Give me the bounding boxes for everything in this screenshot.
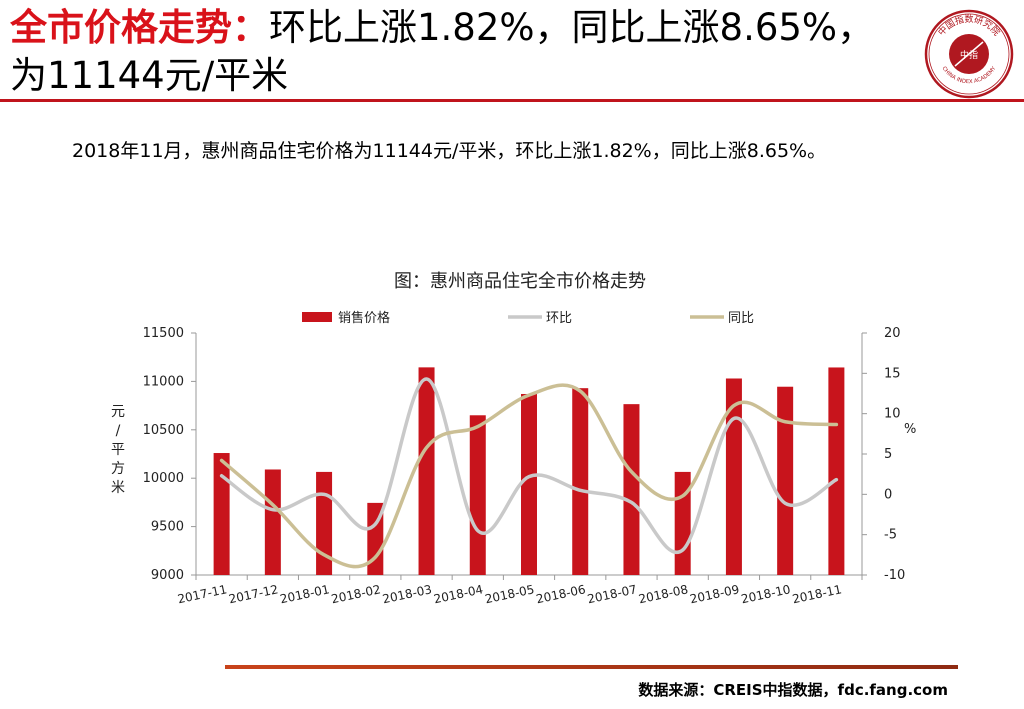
legend-swatch-bar xyxy=(302,312,332,322)
x-tick-label: 2017-12 xyxy=(228,582,280,606)
bar-price xyxy=(572,388,589,575)
x-tick-label: 2018-04 xyxy=(432,582,484,606)
x-tick-label: 2018-01 xyxy=(279,582,331,606)
left-tick-label: 9500 xyxy=(151,520,184,535)
headline-highlight: 全市价格走势： xyxy=(10,6,269,49)
bar-price xyxy=(777,386,794,575)
price-trend-chart: 图：惠州商品住宅全市价格走势 销售价格 环比 同比 9000 9500 10000 1… xyxy=(111,271,916,606)
footer-divider xyxy=(225,665,958,669)
right-tick-label: 20 xyxy=(884,326,901,341)
china-index-academy-seal-icon: 中国指数研究院 中指 CHINA INDEX ACADEMY xyxy=(924,9,1014,99)
left-tick-label: 10500 xyxy=(143,423,184,438)
data-source: 数据来源：CREIS中指数据，fdc.fang.com xyxy=(638,681,948,699)
bar-price xyxy=(674,471,691,575)
bar-price xyxy=(316,471,333,575)
bar-price xyxy=(521,393,537,575)
right-tick-label: 0 xyxy=(884,487,892,502)
right-tick-label: 5 xyxy=(884,447,892,462)
x-tick-label: 2018-11 xyxy=(791,582,843,606)
right-tick-label: 10 xyxy=(884,407,901,422)
x-tick-label: 2018-02 xyxy=(330,582,382,606)
headline: 全市价格走势：环比上涨1.82%，同比上涨8.65%，为11144元/平米 xyxy=(10,4,890,100)
bar-price xyxy=(264,469,281,575)
left-tick-label: 10000 xyxy=(143,471,184,486)
left-tick-label: 11500 xyxy=(143,326,184,341)
chart-legend: 销售价格 环比 同比 xyxy=(302,310,754,326)
line-mom xyxy=(219,377,839,555)
right-tick-label: -10 xyxy=(884,568,905,583)
bar-price xyxy=(623,404,640,575)
header-divider xyxy=(0,99,1024,102)
legend-label-yoy: 同比 xyxy=(728,311,754,326)
y-left-axis-label: 元/平方米 xyxy=(111,404,125,496)
bar-price xyxy=(725,378,742,575)
left-tick-label: 9000 xyxy=(151,568,184,583)
headline-rest: 环比上涨1.82%，同比上涨8.65%，为11144元/平米 xyxy=(10,6,875,97)
x-tick-label: 2018-07 xyxy=(586,582,638,606)
bar-price xyxy=(828,367,845,575)
x-tick-label: 2018-05 xyxy=(484,582,536,606)
summary-text: 2018年11月，惠州商品住宅价格为11144元/平米，环比上涨1.82%，同比… xyxy=(72,140,827,162)
left-tick-label: 11000 xyxy=(143,374,184,389)
legend-label-mom: 环比 xyxy=(546,311,572,326)
x-tick-label: 2018-09 xyxy=(689,582,741,606)
legend-label-price: 销售价格 xyxy=(338,310,390,326)
x-tick-label: 2017-11 xyxy=(176,582,228,606)
x-tick-label: 2018-10 xyxy=(740,582,792,606)
right-tick-label: 15 xyxy=(884,366,901,381)
x-tick-label: 2018-03 xyxy=(381,582,433,606)
y-right-axis-label: % xyxy=(904,422,916,437)
x-tick-label: 2018-06 xyxy=(535,582,587,606)
x-tick-label: 2018-08 xyxy=(637,582,689,606)
logo-text-center: 中指 xyxy=(960,49,978,61)
bar-price xyxy=(213,453,230,575)
chart-title: 图：惠州商品住宅全市价格走势 xyxy=(394,271,646,292)
line-yoy xyxy=(219,383,839,569)
right-tick-label: -5 xyxy=(884,528,897,543)
bar-price xyxy=(418,367,435,575)
bar-price xyxy=(469,415,486,575)
